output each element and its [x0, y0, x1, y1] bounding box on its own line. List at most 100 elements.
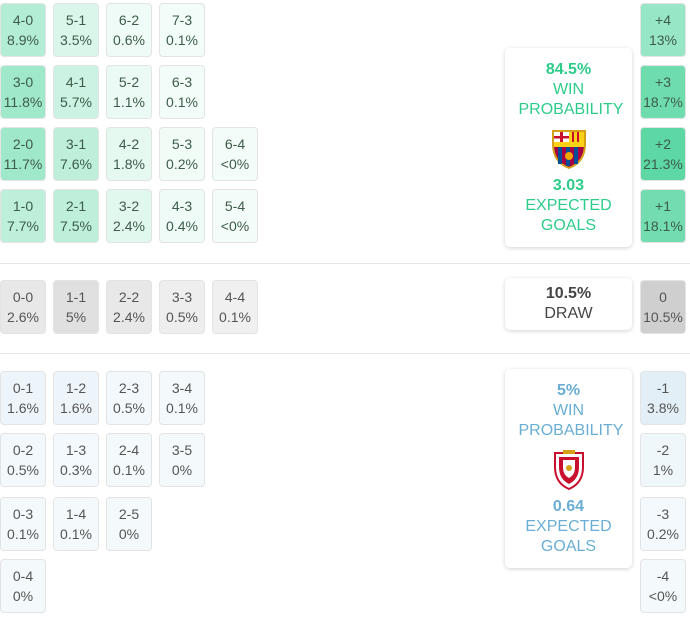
- scoreline: -1: [656, 380, 670, 396]
- probability: 11.7%: [3, 156, 43, 172]
- scoreline: 4-1: [65, 74, 87, 90]
- scoreline: 0-4: [12, 568, 34, 584]
- scoreline: 2-2: [118, 289, 140, 305]
- draw-score-cell: 3-3 0.5%: [159, 280, 205, 334]
- scoreline: 3-4: [171, 380, 193, 396]
- draw-label: DRAW: [544, 305, 593, 322]
- away-score-cell: 3-5 0%: [159, 433, 205, 487]
- home-score-cell: 4-2 1.8%: [106, 127, 152, 181]
- home-summary-card: 84.5% WIN PROBABILITY 3.03 EXPECTED GOAL…: [505, 48, 632, 247]
- away-score-cell: 2-5 0%: [106, 497, 152, 551]
- probability: <0%: [220, 218, 250, 234]
- draw-margin-cell: 0 10.5%: [640, 280, 686, 334]
- home-score-cell: 5-4 <0%: [212, 189, 258, 243]
- away-score-cell: 2-3 0.5%: [106, 371, 152, 425]
- probability: 0.2%: [647, 526, 679, 542]
- home-win-percentage: 84.5%: [545, 60, 592, 78]
- away-expected-goals: 0.64: [552, 497, 585, 515]
- scoreline: 6-4: [224, 136, 246, 152]
- scoreline: 1-1: [65, 289, 87, 305]
- scoreline: 0-3: [12, 506, 34, 522]
- probability: 0.4%: [166, 218, 198, 234]
- scoreline: 4-0: [12, 12, 34, 28]
- draw-percentage: 10.5%: [545, 285, 592, 302]
- probability: 0.5%: [7, 462, 39, 478]
- home-xg-label: EXPECTED GOALS: [525, 196, 612, 234]
- probability: 1.1%: [113, 94, 145, 110]
- away-margin-cell: -2 1%: [640, 433, 686, 487]
- draw-summary-card: 10.5% DRAW: [505, 278, 632, 330]
- probability: 18.1%: [643, 218, 683, 234]
- probability: 0.1%: [113, 462, 145, 478]
- probability: 10.5%: [643, 309, 683, 325]
- away-score-cell: 0-4 0%: [0, 559, 46, 613]
- scoreline: -2: [656, 442, 670, 458]
- scoreline: 3-5: [171, 442, 193, 458]
- scoreline: +4: [655, 12, 671, 28]
- draw-score-cell: 4-4 0.1%: [212, 280, 258, 334]
- away-score-cell: 0-3 0.1%: [0, 497, 46, 551]
- probability: <0%: [648, 588, 678, 604]
- scoreline: 5-3: [171, 136, 193, 152]
- away-score-cell: 1-3 0.3%: [53, 433, 99, 487]
- scoreline: -4: [656, 568, 670, 584]
- scoreline: 0-1: [12, 380, 34, 396]
- scoreline: 5-2: [118, 74, 140, 90]
- home-score-cell: 1-0 7.7%: [0, 189, 46, 243]
- scoreline: 3-1: [65, 136, 87, 152]
- probability: 2.4%: [113, 309, 145, 325]
- home-score-cell: 3-0 11.8%: [0, 65, 46, 119]
- fc-barcelona-crest-icon: [551, 129, 586, 169]
- probability: 0.1%: [60, 526, 92, 542]
- scoreline: 5-4: [224, 198, 246, 214]
- probability: 0.1%: [7, 526, 39, 542]
- probability: 0%: [12, 588, 34, 604]
- scoreline: +2: [655, 136, 671, 152]
- draw-score-cell: 2-2 2.4%: [106, 280, 152, 334]
- away-win-percentage: 5%: [556, 381, 581, 399]
- probability: 0.1%: [166, 32, 198, 48]
- probability: 0.5%: [166, 309, 198, 325]
- section-divider: [0, 353, 690, 354]
- home-score-cell: 7-3 0.1%: [159, 3, 205, 57]
- probability: 3.8%: [647, 400, 679, 416]
- home-score-cell: 3-2 2.4%: [106, 189, 152, 243]
- probability: 1.6%: [7, 400, 39, 416]
- away-score-cell: 1-4 0.1%: [53, 497, 99, 551]
- home-margin-cell: +2 21.3%: [640, 127, 686, 181]
- scoreline: 3-2: [118, 198, 140, 214]
- home-margin-cell: +3 18.7%: [640, 65, 686, 119]
- scoreline: 2-3: [118, 380, 140, 396]
- scoreline: 1-3: [65, 442, 87, 458]
- home-score-cell: 2-0 11.7%: [0, 127, 46, 181]
- probability: 5%: [65, 309, 87, 325]
- scoreline: 3-0: [12, 74, 34, 90]
- scoreline: 4-3: [171, 198, 193, 214]
- scoreline: 0: [659, 289, 667, 305]
- home-score-cell: 6-3 0.1%: [159, 65, 205, 119]
- scoreline: 2-0: [12, 136, 34, 152]
- ca-osasuna-crest-icon: [553, 449, 584, 490]
- home-score-cell: 4-3 0.4%: [159, 189, 205, 243]
- scoreline: 3-3: [171, 289, 193, 305]
- scoreline: +1: [655, 198, 671, 214]
- probability: 1.6%: [60, 400, 92, 416]
- home-score-cell: 4-0 8.9%: [0, 3, 46, 57]
- home-margin-cell: +4 13%: [640, 3, 686, 57]
- home-score-cell: 4-1 5.7%: [53, 65, 99, 119]
- home-win-label: WIN PROBABILITY: [518, 80, 624, 118]
- probability: 0%: [118, 526, 140, 542]
- scoreline: -3: [656, 506, 670, 522]
- scoreline: +3: [655, 74, 671, 90]
- scoreline: 2-4: [118, 442, 140, 458]
- probability: <0%: [220, 156, 250, 172]
- home-score-cell: 5-3 0.2%: [159, 127, 205, 181]
- scoreline: 0-0: [12, 289, 34, 305]
- probability: 11.8%: [3, 94, 43, 110]
- home-score-cell: 2-1 7.5%: [53, 189, 99, 243]
- home-score-cell: 6-2 0.6%: [106, 3, 152, 57]
- probability: 0.1%: [166, 94, 198, 110]
- away-score-cell: 0-1 1.6%: [0, 371, 46, 425]
- away-score-cell: 3-4 0.1%: [159, 371, 205, 425]
- draw-score-cell: 1-1 5%: [53, 280, 99, 334]
